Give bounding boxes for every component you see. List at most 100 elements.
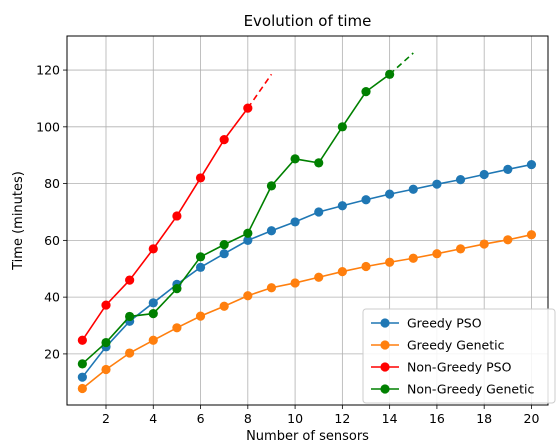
data-point xyxy=(361,195,371,205)
data-point xyxy=(266,226,277,236)
axis-ticks: 2 4 6 8 10 12 14 16 18 20 20 40 60 80 100 120 xyxy=(36,63,539,426)
legend-item: Non-Greedy PSO xyxy=(371,360,512,375)
data-point xyxy=(503,235,513,245)
data-point xyxy=(479,239,489,249)
data-point xyxy=(77,383,87,394)
x-tick-label: 20 xyxy=(524,411,540,426)
data-point xyxy=(195,252,206,262)
data-point xyxy=(361,261,371,272)
data-point xyxy=(77,359,87,369)
legend-label: Greedy Genetic xyxy=(407,338,505,353)
y-tick-label: 120 xyxy=(36,63,60,78)
series-greedy-genetic xyxy=(77,230,537,394)
x-tick-label: 16 xyxy=(429,411,445,426)
data-point xyxy=(219,249,229,259)
data-point xyxy=(337,266,347,277)
legend-marker xyxy=(380,384,390,394)
x-tick-label: 4 xyxy=(149,411,157,426)
data-point xyxy=(432,249,442,259)
data-point xyxy=(526,230,537,240)
legend-marker xyxy=(380,362,390,372)
data-point xyxy=(195,262,206,272)
data-point xyxy=(526,159,537,170)
y-tick-label: 20 xyxy=(44,346,60,361)
x-tick-label: 18 xyxy=(476,411,492,426)
data-point xyxy=(266,181,277,191)
data-point xyxy=(172,323,182,333)
data-point xyxy=(172,284,182,294)
legend-item: Greedy Genetic xyxy=(371,338,505,353)
data-point xyxy=(385,69,395,79)
x-tick-label: 10 xyxy=(287,411,303,426)
data-point xyxy=(77,372,87,382)
data-point xyxy=(148,335,158,345)
data-point xyxy=(219,301,229,311)
legend: Greedy PSO Greedy Genetic Non-Greedy PSO No… xyxy=(362,308,556,404)
x-tick-label: 8 xyxy=(244,411,252,426)
x-tick-label: 2 xyxy=(102,411,110,426)
data-point xyxy=(408,253,418,263)
y-tick-label: 80 xyxy=(44,176,60,191)
data-point xyxy=(101,300,111,310)
data-point xyxy=(148,298,158,308)
data-point xyxy=(455,175,466,185)
series-line xyxy=(81,107,249,341)
data-point xyxy=(337,201,347,211)
data-point xyxy=(148,309,158,319)
data-point xyxy=(77,335,87,345)
data-point xyxy=(479,169,489,180)
data-point xyxy=(314,272,324,282)
data-point xyxy=(148,244,158,254)
data-point xyxy=(125,275,135,285)
data-point xyxy=(455,244,466,254)
data-point xyxy=(101,337,111,348)
series-extrapolation-line xyxy=(389,52,414,75)
data-point xyxy=(314,207,324,217)
legend-label: Greedy PSO xyxy=(407,316,482,331)
y-axis-label: Time (minutes) xyxy=(11,171,26,271)
y-tick-label: 40 xyxy=(44,290,60,305)
data-point xyxy=(243,235,253,245)
data-point xyxy=(125,348,135,358)
data-point xyxy=(290,217,300,227)
series-group xyxy=(77,52,537,394)
data-point xyxy=(290,154,300,164)
data-point xyxy=(125,311,135,322)
data-point xyxy=(195,173,206,183)
data-point xyxy=(243,291,253,301)
data-point xyxy=(172,211,182,221)
y-tick-label: 100 xyxy=(36,119,60,134)
data-point xyxy=(290,278,300,288)
x-tick-label: 6 xyxy=(197,411,205,426)
data-point xyxy=(219,135,229,145)
chart-title: Evolution of time xyxy=(244,12,372,30)
data-point xyxy=(219,240,229,250)
series-greedy-pso xyxy=(77,159,537,382)
x-axis-label: Number of sensors xyxy=(246,429,369,444)
x-tick-label: 12 xyxy=(334,411,350,426)
series-extrapolation-line xyxy=(247,73,273,109)
data-point xyxy=(361,87,371,97)
legend-box xyxy=(362,308,556,404)
data-point xyxy=(337,122,347,132)
data-point xyxy=(243,228,253,238)
data-point xyxy=(432,179,442,189)
legend-item: Non-Greedy Genetic xyxy=(371,382,534,397)
data-point xyxy=(408,184,418,194)
legend-label: Non-Greedy PSO xyxy=(407,360,512,375)
y-tick-label: 60 xyxy=(44,233,60,248)
data-point xyxy=(101,364,111,375)
series-non-greedy-genetic xyxy=(77,52,414,369)
legend-marker xyxy=(380,318,390,328)
legend-label: Non-Greedy Genetic xyxy=(407,382,534,397)
data-point xyxy=(503,164,513,175)
series-non-greedy-pso xyxy=(77,73,273,345)
legend-item: Greedy PSO xyxy=(371,316,482,331)
data-point xyxy=(195,311,206,321)
legend-marker xyxy=(380,340,390,350)
data-point xyxy=(314,158,324,168)
data-point xyxy=(385,189,395,199)
data-point xyxy=(266,283,277,293)
x-tick-label: 14 xyxy=(382,411,398,426)
